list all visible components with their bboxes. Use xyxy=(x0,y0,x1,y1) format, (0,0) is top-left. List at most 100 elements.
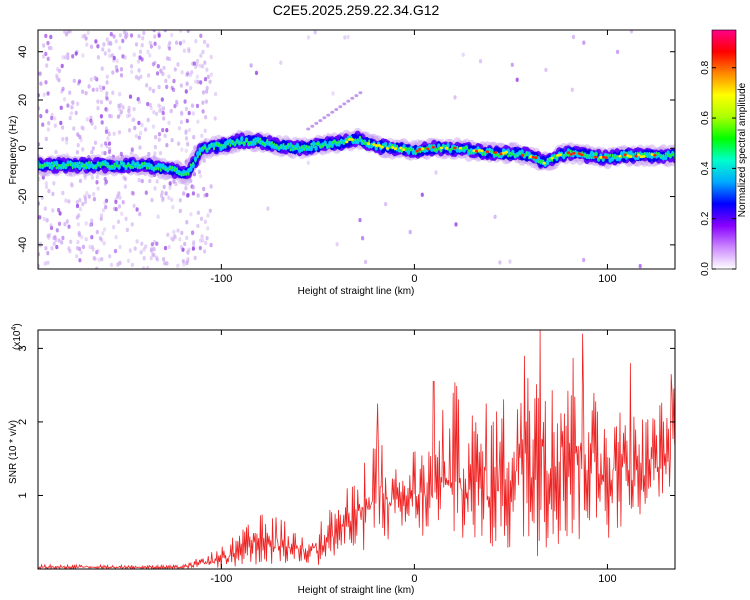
noise-dot xyxy=(38,176,41,182)
noise-dot xyxy=(53,123,57,128)
ridge-core xyxy=(556,154,560,157)
noise-dot xyxy=(148,178,152,184)
noise-dot xyxy=(61,86,65,92)
noise-dot xyxy=(127,108,131,114)
ridge-cell xyxy=(664,154,668,161)
noise-dot xyxy=(192,61,197,66)
noise-dot xyxy=(87,84,91,89)
ridge-cell xyxy=(583,153,586,157)
noise-dot xyxy=(77,232,81,238)
ridge-cell xyxy=(282,143,285,147)
snr-multiplier: (x104) xyxy=(11,323,23,350)
noise-dot xyxy=(178,198,182,203)
noise-dot xyxy=(65,140,69,145)
branch-dot xyxy=(358,91,363,95)
ridge-cell xyxy=(166,168,169,172)
noise-dot xyxy=(172,229,176,235)
noise-dot xyxy=(119,151,123,157)
noise-dot xyxy=(199,173,203,179)
branch-dot xyxy=(314,121,319,125)
noise-dot xyxy=(96,186,100,191)
noise-dot xyxy=(205,236,209,241)
noise-dot xyxy=(157,132,162,137)
ridge-cell xyxy=(69,163,72,167)
ridge-cell xyxy=(419,150,422,154)
noise-dot xyxy=(165,56,170,61)
noise-dot xyxy=(70,182,74,187)
noise-dot xyxy=(60,89,64,94)
noise-dot xyxy=(42,54,46,59)
noise-dot xyxy=(133,246,137,251)
ridge-core xyxy=(393,147,398,151)
noise-dot xyxy=(137,178,141,183)
noise-dot xyxy=(121,105,125,110)
ridge-cell xyxy=(509,151,512,155)
noise-dot xyxy=(102,42,106,47)
noise-dot xyxy=(107,149,112,155)
noise-dot xyxy=(103,200,107,205)
spectrogram-panel: -100 0 100 -40 -20 0 20 40 Height of straight … xyxy=(8,29,676,297)
noise-dot xyxy=(201,49,205,55)
noise-dot xyxy=(74,51,78,56)
noise-dot xyxy=(53,234,57,240)
noise-dot xyxy=(182,262,186,267)
ridge-core xyxy=(580,153,584,157)
noise-dot xyxy=(101,208,105,213)
noise-dot xyxy=(107,141,112,146)
ridge-cell xyxy=(409,148,412,152)
spectrogram-y-label: Frequency (Hz) xyxy=(8,116,19,185)
noise-dot xyxy=(165,143,169,148)
noise-dot xyxy=(112,225,116,230)
noise-dot xyxy=(61,235,65,241)
ridge-cell xyxy=(266,138,269,143)
noise-dot xyxy=(158,151,163,156)
ridge-cell xyxy=(55,166,58,170)
ridge-cell xyxy=(435,148,438,152)
ridge-cell xyxy=(671,152,674,157)
noise-dot xyxy=(45,218,49,223)
ridge-cell xyxy=(553,154,556,158)
ridge-cell xyxy=(449,148,452,152)
ridge-core xyxy=(418,147,422,151)
noise-dot xyxy=(79,137,83,143)
noise-dot xyxy=(199,33,203,38)
snr-panel: -100 0 100 1 2 3 Height of straight line (km… xyxy=(8,323,676,596)
ridge-cell xyxy=(396,144,398,148)
ridge-cell xyxy=(590,156,593,160)
noise-dot xyxy=(65,219,69,224)
noise-dot xyxy=(55,228,59,233)
ridge-cell xyxy=(101,162,104,166)
noise-dot xyxy=(190,70,194,75)
ridge-cell xyxy=(412,147,415,152)
noise-dot xyxy=(145,83,149,88)
noise-dot xyxy=(185,82,189,87)
noise-dot xyxy=(186,250,190,255)
noise-dot xyxy=(88,222,92,227)
noise-dot xyxy=(196,210,200,215)
noise-dot xyxy=(111,90,115,96)
ridge-cell xyxy=(595,152,598,156)
noise-dot xyxy=(167,244,171,250)
noise-dot xyxy=(69,111,74,116)
ridge-cell xyxy=(465,146,468,150)
noise-dot xyxy=(96,99,100,104)
noise-dot xyxy=(149,256,153,261)
noise-dot xyxy=(108,53,112,59)
noise-dot xyxy=(191,230,195,235)
ridge-core xyxy=(472,149,476,153)
ridge-cell xyxy=(92,166,95,170)
noise-dot xyxy=(118,92,122,97)
noise-dot xyxy=(134,133,138,139)
ridge-cell xyxy=(173,168,176,172)
ridge-cell xyxy=(597,157,600,161)
noise-dot xyxy=(361,236,365,241)
noise-dot xyxy=(195,62,199,67)
ridge-cell xyxy=(315,142,317,146)
noise-dot xyxy=(144,190,148,195)
noise-dot xyxy=(254,70,259,76)
ridge-cell xyxy=(127,163,130,167)
ridge-cell xyxy=(511,152,514,156)
ridge-cell xyxy=(180,173,183,177)
ridge-cell xyxy=(405,147,408,151)
ridge-cell xyxy=(196,151,200,157)
